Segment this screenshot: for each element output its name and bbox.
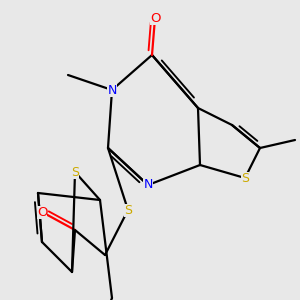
Text: S: S [71,166,79,178]
Text: N: N [107,83,117,97]
Text: S: S [241,172,249,184]
Text: O: O [37,206,47,218]
Text: O: O [150,11,160,25]
Text: S: S [124,203,132,217]
Text: N: N [143,178,153,191]
